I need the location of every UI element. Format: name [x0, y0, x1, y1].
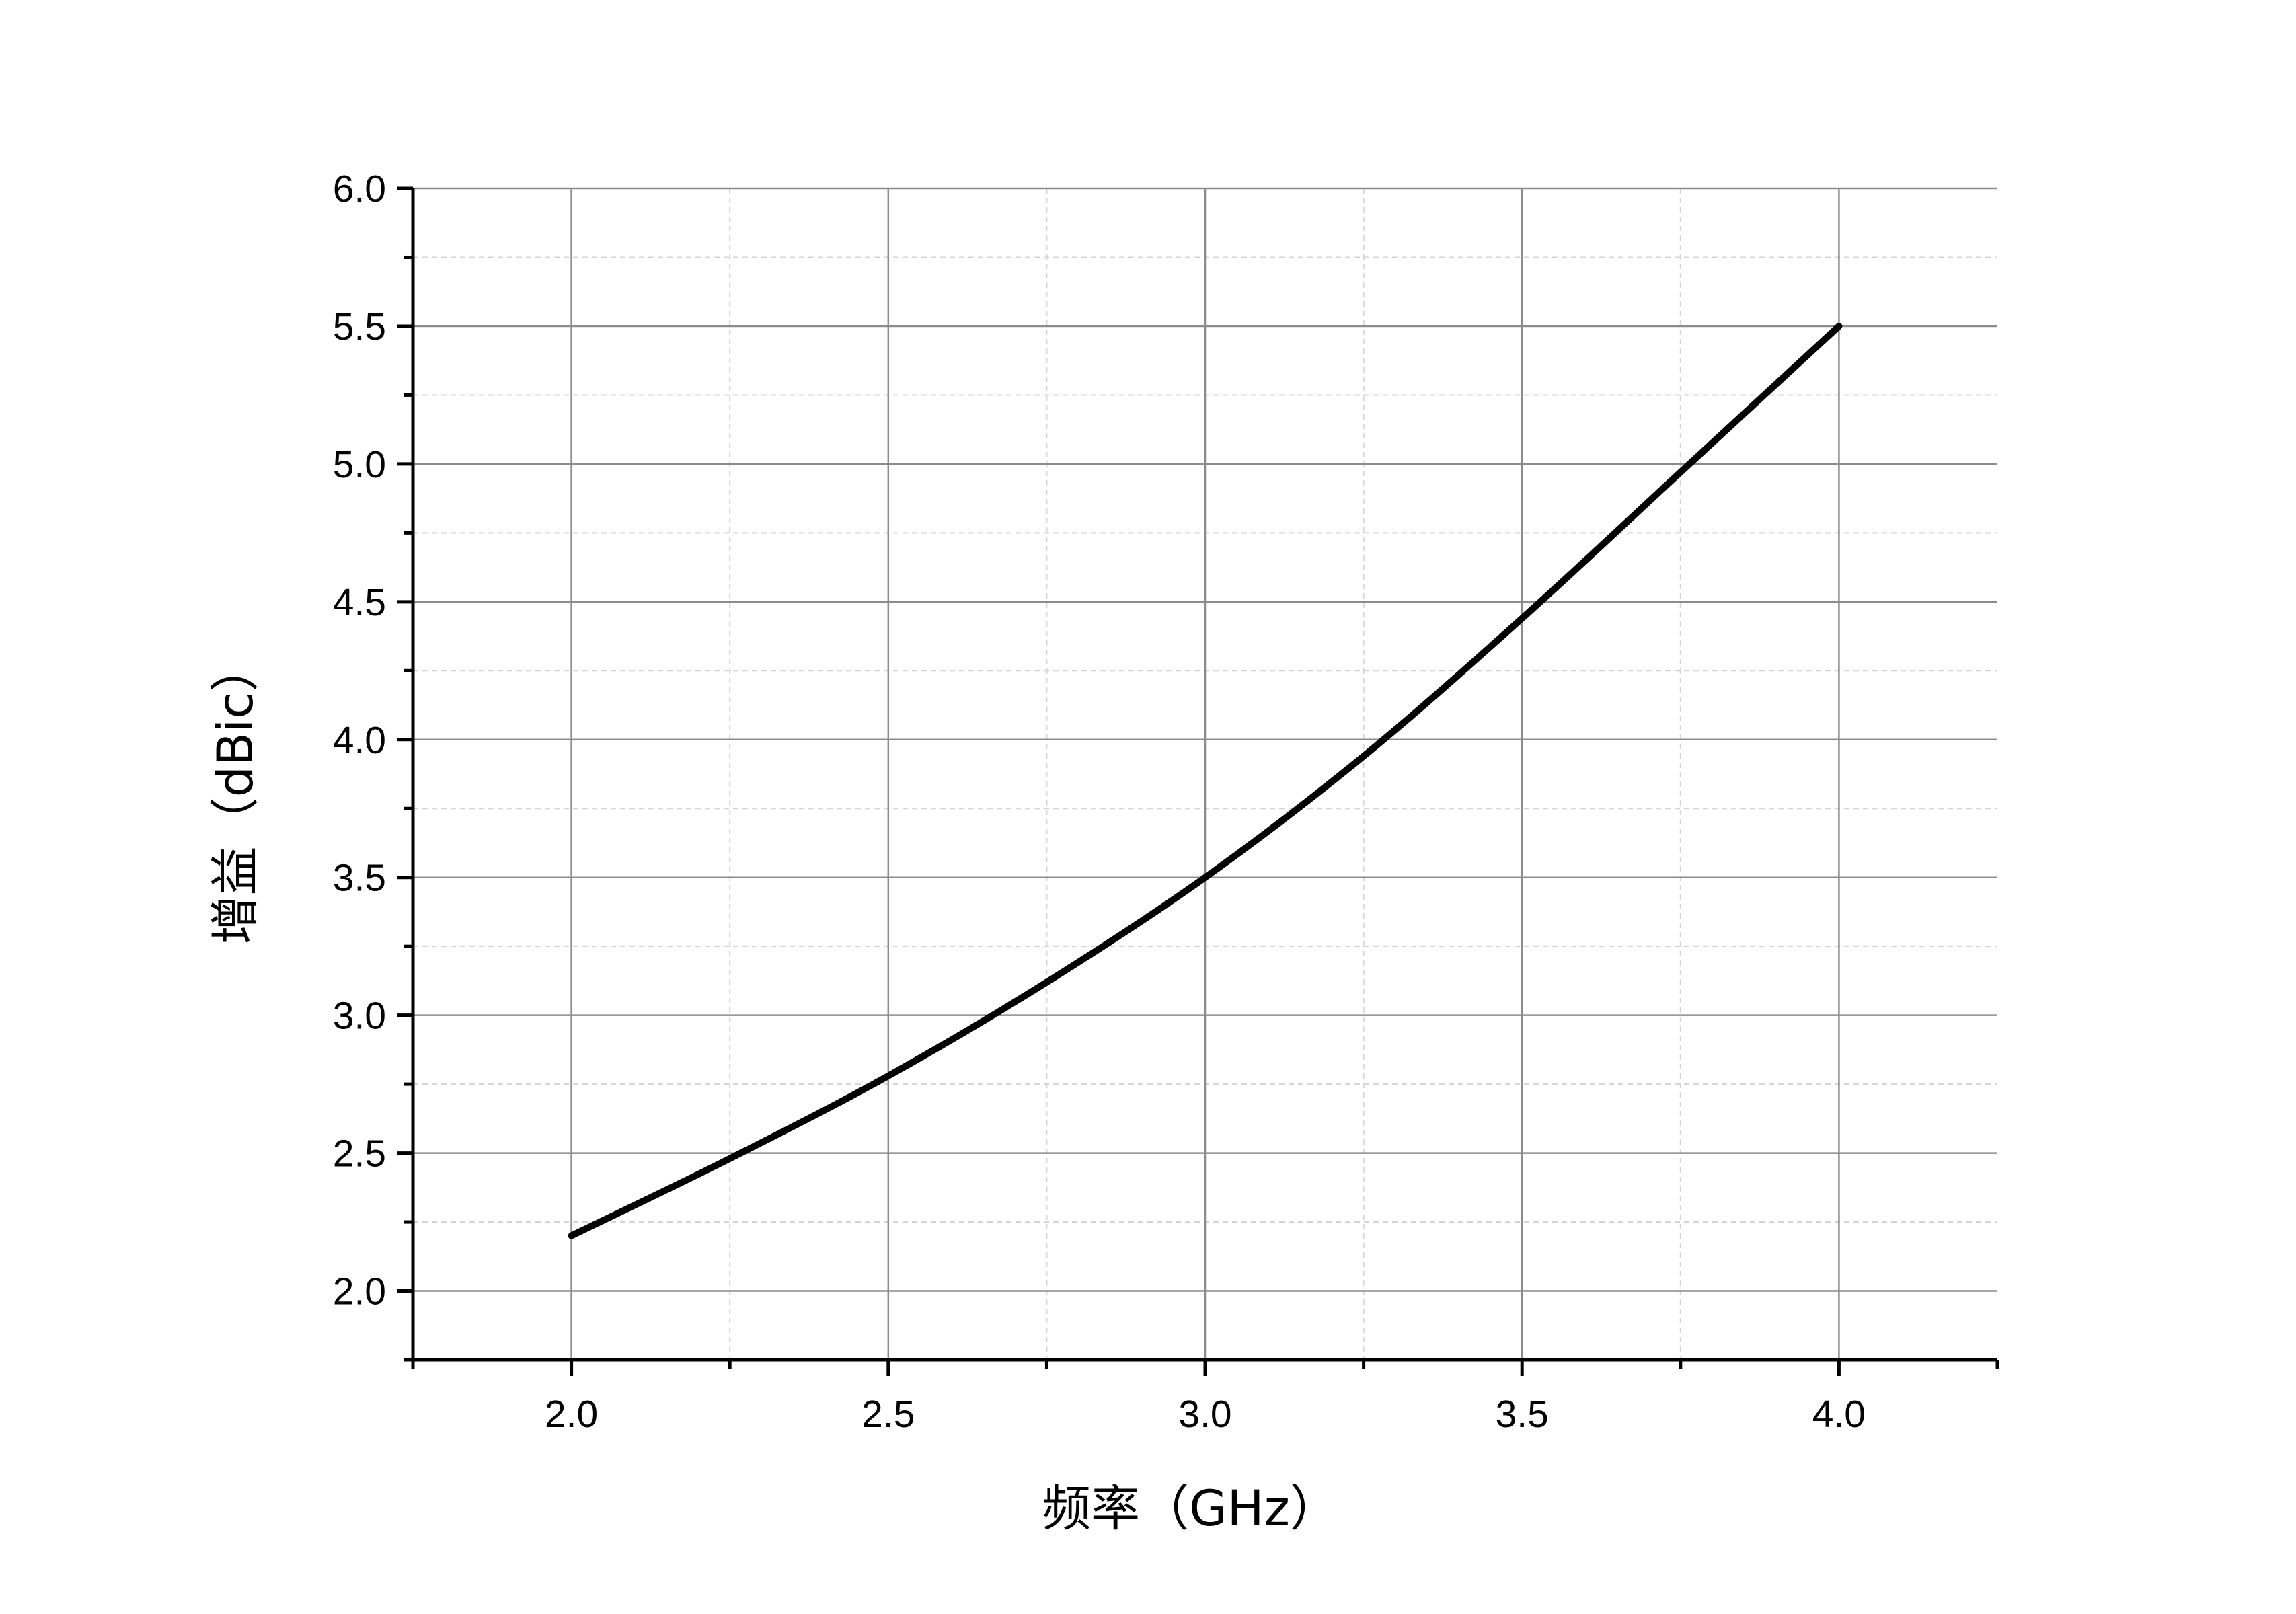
x-axis-title: 频率（GHz）: [1042, 1480, 1339, 1537]
axes: [397, 186, 1999, 1376]
x-tick-label: 2.5: [862, 1393, 915, 1436]
y-tick-label: 4.5: [333, 581, 386, 624]
y-tick-label: 3.0: [333, 995, 386, 1038]
y-tick-label: 5.5: [333, 305, 386, 348]
y-tick-label: 5.0: [333, 443, 386, 486]
y-tick-label: 3.5: [333, 857, 386, 900]
x-tick-label: 3.5: [1496, 1393, 1549, 1436]
y-tick-label: 2.0: [333, 1270, 386, 1313]
y-tick-label: 6.0: [333, 167, 386, 210]
y-tick-label: 4.0: [333, 719, 386, 762]
x-tick-label: 4.0: [1812, 1393, 1866, 1436]
gain-curve: [568, 322, 1843, 1239]
grid: [413, 187, 1997, 1360]
y-axis-title: 增益（dBic）: [207, 643, 264, 945]
series-group: [568, 322, 1843, 1239]
x-tick-label: 3.0: [1178, 1393, 1231, 1436]
tick-labels: 2.0 2.5 3.0 3.5 4.0 4.5 5.0 5.5 6.0 2.0 2.5 3.0 3.5 4…: [333, 167, 1866, 1436]
x-tick-label: 2.0: [545, 1393, 598, 1436]
y-tick-label: 2.5: [333, 1132, 386, 1176]
